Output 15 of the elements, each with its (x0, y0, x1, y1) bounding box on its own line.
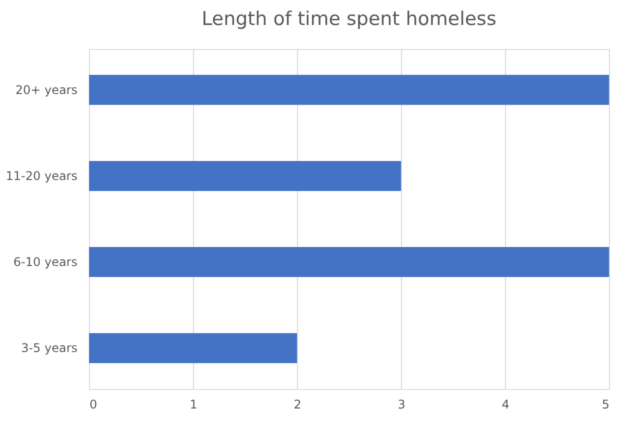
bar (89, 74, 609, 105)
x-tick-label: 3 (398, 398, 406, 412)
y-tick-label: 6-10 years (13, 255, 78, 270)
bar (89, 160, 401, 191)
y-tick-label: 3-5 years (21, 341, 78, 356)
x-tick-label: 5 (602, 398, 610, 412)
bar (89, 247, 609, 278)
chart-title: Length of time spent homeless (202, 8, 496, 30)
x-tick-label: 0 (90, 398, 98, 412)
x-tick-label: 1 (190, 398, 198, 412)
bar (89, 333, 297, 364)
y-tick-label: 11-20 years (6, 168, 78, 183)
x-tick-label: 2 (294, 398, 302, 412)
y-tick-label: 20+ years (15, 82, 78, 97)
x-tick-label: 4 (502, 398, 510, 412)
